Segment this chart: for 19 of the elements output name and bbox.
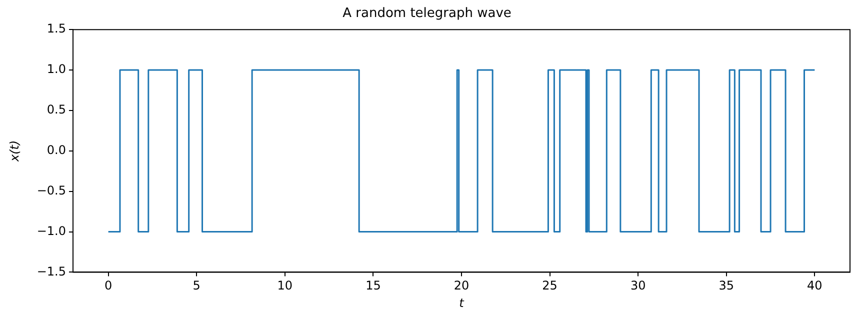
- x-tick-label: 30: [630, 278, 646, 293]
- x-tick-label: 35: [718, 278, 734, 293]
- x-tick-label: 25: [542, 278, 558, 293]
- x-tick-label: 15: [366, 278, 381, 293]
- x-tick-label: 20: [454, 278, 470, 293]
- x-tick-label: 5: [192, 278, 200, 293]
- x-tick-label: 10: [277, 278, 293, 293]
- x-tick-label: 0: [104, 278, 112, 293]
- y-tick-label: 1.5: [46, 22, 66, 36]
- y-tick-label: 0.5: [46, 102, 66, 117]
- x-axis-title: t: [459, 296, 466, 310]
- y-tick-label: −1.0: [36, 224, 66, 238]
- x-tick-label: 40: [807, 278, 822, 293]
- chart-title: A random telegraph wave: [342, 6, 512, 22]
- y-tick-label: 0.0: [46, 143, 66, 158]
- y-tick-label: 1.0: [46, 62, 66, 76]
- y-tick-label: −1.5: [36, 264, 66, 278]
- y-axis-title: x(t): [7, 140, 22, 162]
- y-tick-label: −0.5: [36, 183, 66, 198]
